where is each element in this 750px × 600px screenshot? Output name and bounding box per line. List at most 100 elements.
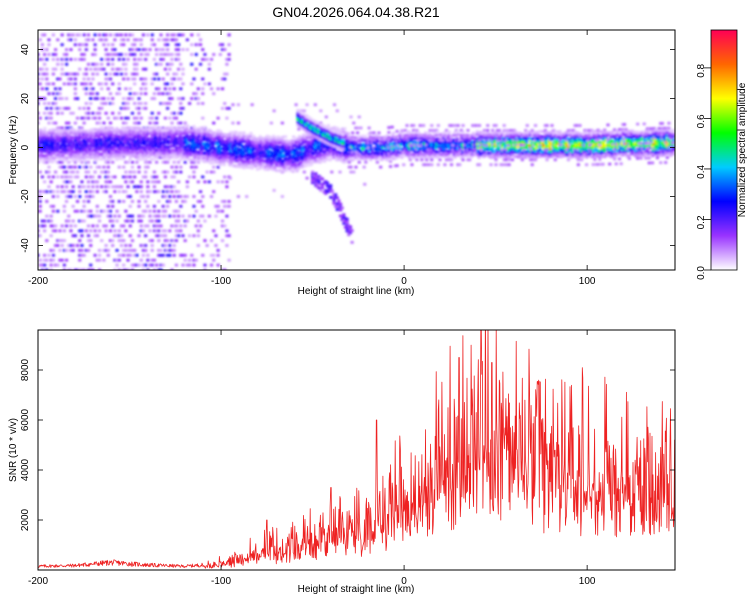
spectrogram-cell xyxy=(252,155,256,159)
spectrogram-cell xyxy=(190,160,194,164)
spectrogram-cell xyxy=(115,92,119,96)
spectrogram-cell xyxy=(117,53,121,56)
spectrogram-cell xyxy=(141,229,146,233)
spectrogram-cell xyxy=(225,116,229,120)
spectrogram-cell xyxy=(372,131,376,135)
spectrogram-cell xyxy=(354,136,358,140)
spectrogram-cell xyxy=(141,268,146,270)
spectrogram-cell xyxy=(113,53,117,56)
spectrogram-cell xyxy=(64,195,69,198)
spectrogram-cell xyxy=(130,219,135,223)
spectrogram-cell xyxy=(181,263,185,267)
spectrogram-cell xyxy=(117,82,121,86)
spectrogram-cell xyxy=(227,234,231,238)
spectrogram-cell xyxy=(354,165,358,169)
spectrogram-cell xyxy=(329,145,333,149)
spectrogram-cell xyxy=(288,149,292,153)
spectrogram-cell xyxy=(374,152,378,155)
spectrogram-cell xyxy=(487,138,491,142)
spectrogram-cell xyxy=(94,140,98,144)
spectrogram-cell xyxy=(69,180,73,184)
spectrogram-cell xyxy=(245,153,249,157)
spectrogram-cell xyxy=(238,131,242,135)
spectrogram-cell xyxy=(363,158,368,162)
spectrogram-cell xyxy=(137,165,141,169)
spectrogram-cell xyxy=(127,131,131,135)
spectrogram-cell xyxy=(479,130,483,134)
spectrogram-cell xyxy=(367,152,371,156)
spectrogram-cell xyxy=(77,128,81,131)
spectrogram-cell xyxy=(172,77,176,81)
spectrogram-cell xyxy=(113,72,117,76)
spectrogram-cell xyxy=(288,162,292,166)
spectrogram-cell xyxy=(38,224,42,228)
spectrogram-cell xyxy=(69,175,73,179)
spectrogram-cell xyxy=(152,170,157,174)
spectrogram-cell xyxy=(491,153,495,157)
spectrogram-cell xyxy=(468,158,472,162)
spectrogram-cell xyxy=(456,124,460,127)
spectrogram-cell xyxy=(380,140,384,144)
spectrogram-cell xyxy=(51,57,55,61)
spectrogram-cell xyxy=(219,155,223,159)
spectrogram-cell xyxy=(408,153,412,157)
spectrogram-cell xyxy=(80,57,84,61)
spectrogram-cell xyxy=(179,148,183,152)
spectrogram-cell xyxy=(102,209,106,213)
spectrogram-cell xyxy=(130,170,135,174)
spectrogram-cell xyxy=(133,144,137,148)
spectrogram-cell xyxy=(375,143,379,147)
spectrogram-cell xyxy=(67,138,71,142)
spectrogram-cell xyxy=(128,253,132,257)
spectrogram-cell xyxy=(207,62,211,66)
spectrogram-cell xyxy=(311,139,315,143)
spectrogram-cell xyxy=(415,137,419,141)
spectrogram-cell xyxy=(80,160,84,164)
spectrogram-cell xyxy=(484,131,488,134)
spectrogram-cell xyxy=(172,141,177,145)
spectrogram-cell xyxy=(80,141,84,144)
spectrogram-cell xyxy=(100,127,104,131)
spectrogram-cell xyxy=(349,170,353,174)
spectrogram-cell xyxy=(203,82,207,86)
spectrogram-cell xyxy=(194,224,198,228)
spectrogram-cell xyxy=(98,147,102,151)
spectrogram-cell xyxy=(150,97,154,100)
spectrogram-cell xyxy=(388,165,393,168)
spectrogram-cell xyxy=(321,153,325,157)
spectrogram-cell xyxy=(309,163,314,166)
spectrogram-cell xyxy=(92,148,96,152)
spectrogram-cell xyxy=(67,82,71,86)
spectrogram-cell xyxy=(89,155,93,158)
spectrogram-cell xyxy=(316,142,321,146)
spectrogram-cell xyxy=(179,130,183,134)
spectrogram-cell xyxy=(153,127,157,131)
spectrogram-cell xyxy=(77,147,81,151)
spectrogram-cell xyxy=(137,170,141,174)
spectrogram-cell xyxy=(38,190,42,194)
spectrogram-cell xyxy=(309,145,313,148)
spectrogram-cell xyxy=(305,103,309,107)
spectrogram-cell xyxy=(428,144,432,148)
spectrogram-cell xyxy=(85,151,89,155)
spectrogram-cell xyxy=(461,158,465,162)
spectrogram-cell xyxy=(196,180,200,184)
spectrogram-cell xyxy=(184,147,188,151)
spectrogram-cell xyxy=(424,141,429,145)
spectrogram-cell xyxy=(454,142,458,145)
spectrogram-cell xyxy=(266,149,270,153)
spectrogram-cell xyxy=(192,125,196,128)
spectrogram-cell xyxy=(161,253,165,257)
spectrogram-cell xyxy=(110,154,114,158)
spectrogram-cell xyxy=(436,145,440,149)
spectrogram-cell xyxy=(434,133,439,137)
spectrogram-cell xyxy=(240,150,244,154)
spectrogram-cell xyxy=(231,153,236,157)
spectrogram-cell xyxy=(67,143,71,146)
spectrogram-cell xyxy=(179,77,183,81)
spectrogram-cell xyxy=(408,158,412,162)
spectrogram-cell xyxy=(443,133,447,137)
spectrogram-cell xyxy=(212,142,216,146)
spectrogram-cell xyxy=(133,131,137,135)
spectrogram-cell xyxy=(373,138,377,142)
